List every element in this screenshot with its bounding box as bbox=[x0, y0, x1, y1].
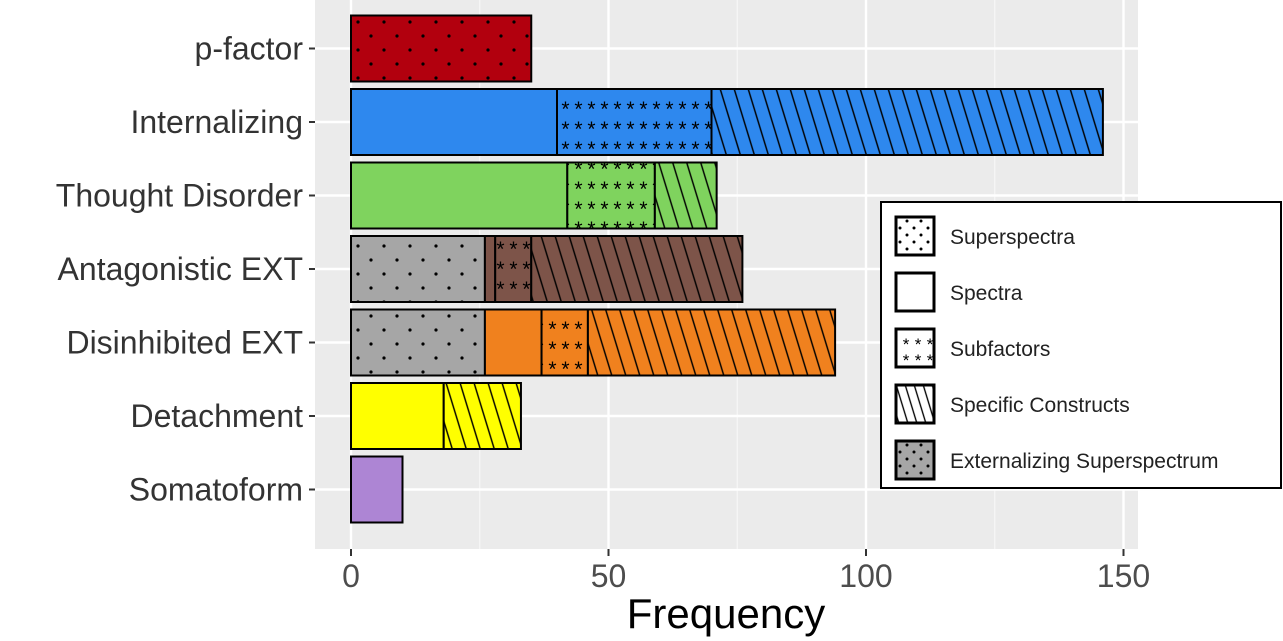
x-axis-ticks: 0 50 100 150 bbox=[342, 549, 1150, 594]
category-label: Detachment bbox=[130, 398, 303, 434]
bar-somatoform-spectra bbox=[351, 456, 403, 523]
category-label: Thought Disorder bbox=[56, 178, 304, 214]
bar-internalizing-spectra bbox=[351, 89, 557, 155]
category-labels: p-factor Internalizing Thought Disorder Ant… bbox=[56, 31, 315, 508]
bar-antagonistic-ext-specific-constructs-pattern bbox=[531, 236, 743, 302]
bar-thought-disorder-specific-constructs-outline bbox=[653, 161, 718, 230]
legend-key-outline bbox=[894, 383, 936, 425]
bar-disinhibited-ext-specific-constructs-pattern bbox=[587, 309, 836, 376]
bar-somatoform-spectra-outline bbox=[350, 455, 404, 524]
legend-label-externalizing-superspectrum: Externalizing Superspectrum bbox=[950, 450, 1218, 473]
category-label: Somatoform bbox=[129, 472, 303, 508]
x-axis-title: Frequency bbox=[627, 590, 825, 637]
x-tick-label: 100 bbox=[839, 558, 892, 594]
legend-key-outline bbox=[894, 327, 936, 369]
legend-label-specific-constructs: Specific Constructs bbox=[950, 394, 1130, 417]
legend-key-pattern bbox=[896, 441, 934, 479]
bar-thought-disorder-spectra bbox=[351, 162, 568, 229]
bar-disinhibited-ext-externalizing-superspectrum-pattern bbox=[351, 309, 485, 376]
bar-segments bbox=[350, 14, 1104, 524]
legend-key-pattern bbox=[896, 329, 934, 367]
bar-detachment-specific-constructs-outline bbox=[442, 382, 522, 450]
bar-p-factor-superspectra-pattern bbox=[351, 15, 532, 82]
legend-label-subfactors: Subfactors bbox=[950, 338, 1050, 361]
legend-box bbox=[880, 201, 1282, 489]
legend-key-pattern bbox=[896, 217, 934, 255]
legend-key-outline bbox=[894, 271, 936, 313]
bar-antagonistic-ext-externalizing-superspectrum-pattern bbox=[351, 236, 485, 302]
bar-disinhibited-ext-specific-constructs-outline bbox=[586, 308, 837, 377]
x-tick-label: 150 bbox=[1097, 558, 1150, 594]
bar-antagonistic-ext-specific-constructs-outline bbox=[530, 235, 744, 303]
category-label: Disinhibited EXT bbox=[66, 325, 303, 361]
bar-p-factor-superspectra-outline bbox=[350, 14, 533, 83]
x-tick-label: 50 bbox=[591, 558, 627, 594]
legend-key-spectra bbox=[896, 273, 934, 311]
bar-detachment-spectra bbox=[351, 383, 444, 449]
category-label: Internalizing bbox=[130, 104, 303, 140]
bar-internalizing-specific-constructs-pattern bbox=[711, 89, 1103, 155]
x-tick-label: 0 bbox=[342, 558, 360, 594]
bar-disinhibited-ext-spectra bbox=[484, 309, 542, 376]
legend-key-outline bbox=[894, 439, 936, 481]
bar-thought-disorder-subfactors-pattern bbox=[567, 162, 655, 229]
legend-label-spectra: Spectra bbox=[950, 282, 1023, 305]
bar-antagonistic-ext-spectra bbox=[484, 236, 496, 302]
legend-key-outline bbox=[894, 215, 936, 257]
bar-internalizing-specific-constructs-outline bbox=[710, 88, 1104, 156]
bar-disinhibited-ext-subfactors-pattern bbox=[541, 309, 588, 376]
bar-antagonistic-ext-subfactors-pattern bbox=[495, 236, 532, 302]
legend-label-superspectra: Superspectra bbox=[950, 226, 1075, 249]
legend-key-pattern bbox=[896, 385, 934, 423]
legend: Superspectra Spectra Subfactors Specific Co… bbox=[880, 201, 1282, 489]
bar-internalizing-subfactors-pattern bbox=[557, 89, 712, 155]
category-label: p-factor bbox=[195, 31, 304, 67]
bar-detachment-specific-constructs-pattern bbox=[443, 383, 521, 449]
bar-thought-disorder-specific-constructs-pattern bbox=[654, 162, 717, 229]
category-label: Antagonistic EXT bbox=[58, 251, 303, 287]
